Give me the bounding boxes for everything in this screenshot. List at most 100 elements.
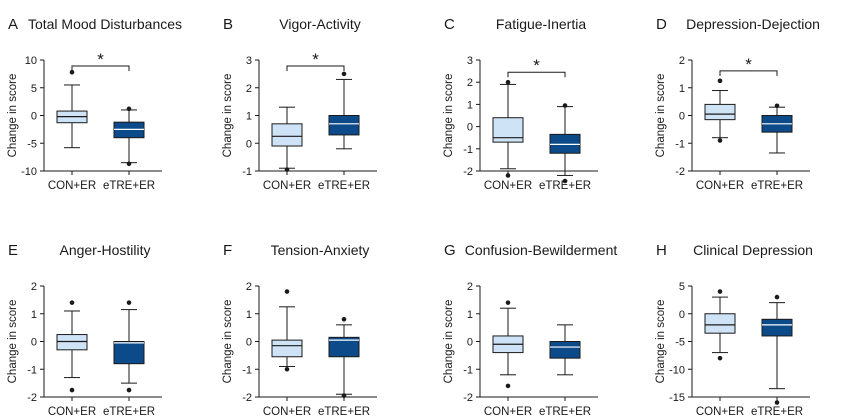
y-tick-label: -2: [27, 392, 37, 404]
y-tick-label: 2: [246, 83, 252, 95]
panel-a: A Total Mood Disturbances Change in score-…: [7, 16, 182, 192]
y-tick-label: 1: [31, 309, 37, 321]
outlier-point: [505, 300, 511, 305]
y-tick-label: -2: [463, 166, 473, 178]
outlier-point: [126, 106, 132, 112]
outlier-point: [562, 178, 568, 184]
y-tick-label: 5: [679, 281, 685, 293]
panel-letter: F: [223, 242, 232, 259]
y-tick-label: 2: [31, 281, 37, 293]
iqr-box: [113, 341, 145, 365]
outlier-point: [126, 161, 132, 167]
outlier-point: [562, 103, 568, 108]
x-tick-label: eTRE+ER: [103, 406, 155, 416]
y-axis-label: Change in score: [7, 300, 19, 384]
y-tick-label: 0: [467, 122, 473, 134]
y-axis-label: Change in score: [655, 300, 667, 384]
iqr-box: [549, 341, 581, 359]
y-axis-label: Change in score: [222, 74, 234, 158]
significance-bracket: [286, 65, 345, 71]
panel-d: D Depression-Dejection Change in score -2 -1…: [655, 16, 820, 192]
y-tick-label: -1: [463, 364, 473, 376]
outlier-point: [284, 366, 290, 372]
panel-title: Depression-Dejection: [686, 16, 820, 32]
x-tick-label: CON+ER: [696, 180, 744, 192]
outlier-point: [69, 69, 75, 75]
box-etre-er: [761, 294, 793, 405]
panel-title: Vigor-Activity: [279, 16, 360, 32]
iqr-box: [761, 318, 793, 337]
panel-letter: G: [444, 242, 456, 259]
y-tick-label: 2: [679, 55, 685, 67]
outlier-point: [69, 387, 75, 393]
iqr-box: [704, 103, 736, 121]
outlier-point: [505, 173, 511, 178]
panel-letter: E: [8, 242, 18, 259]
panel-f: F Tension-Anxiety Change in score -2 -1 0 1 2 CO…: [222, 242, 377, 416]
panel-letter: B: [223, 16, 233, 33]
panel-g: G Confusion-Bewilderment Change in score -2…: [443, 242, 617, 416]
outlier-point: [774, 103, 780, 109]
significance-bracket: [719, 70, 778, 76]
panel-title: Fatigue-Inertia: [496, 16, 586, 32]
outlier-point: [341, 71, 347, 77]
panel-letter: C: [444, 16, 455, 33]
outlier-point: [717, 289, 723, 294]
significance-bracket: [507, 71, 566, 78]
y-tick-label: 0: [246, 337, 252, 349]
outlier-point: [341, 317, 347, 322]
significance-star: *: [97, 50, 104, 69]
panel-title: Tension-Anxiety: [271, 242, 370, 258]
panel-letter: H: [656, 242, 667, 259]
y-tick-label: -1: [242, 364, 252, 376]
x-tick-label: CON+ER: [484, 180, 532, 192]
y-tick-label: 2: [246, 281, 252, 293]
y-tick-label: 1: [246, 111, 252, 123]
box-etre-er: [328, 317, 360, 398]
outlier-point: [284, 167, 290, 172]
x-tick-label: eTRE+ER: [751, 406, 803, 416]
box-etre-er: [328, 71, 360, 150]
panel-title: Anger-Hostility: [59, 242, 150, 258]
y-tick-label: 0: [679, 309, 685, 321]
iqr-box: [271, 339, 303, 358]
box-con-er: [492, 79, 524, 178]
y-tick-label: 2: [467, 77, 473, 89]
y-tick-label: 0: [467, 337, 473, 349]
panel-b: B Vigor-Activity Change in score -1 0 1 2 3 CON+…: [222, 16, 377, 192]
x-tick-label: eTRE+ER: [318, 180, 370, 192]
outlier-point: [126, 387, 132, 393]
y-tick-label: -15: [669, 392, 685, 404]
y-axis-label: Change in score: [7, 74, 19, 158]
significance-star: *: [745, 55, 752, 74]
outlier-point: [774, 294, 780, 300]
y-tick-label: 5: [31, 83, 37, 95]
box-etre-er: [549, 103, 581, 184]
panel-letter: A: [8, 16, 18, 33]
box-con-er: [704, 289, 736, 361]
outlier-point: [505, 383, 511, 389]
box-con-er: [271, 106, 303, 172]
box-etre-er: [113, 300, 145, 393]
y-tick-label: -10: [669, 364, 685, 376]
box-etre-er: [761, 103, 793, 154]
iqr-box: [56, 334, 88, 351]
significance-bracket: [71, 65, 130, 71]
y-tick-label: 0: [679, 111, 685, 123]
y-tick-label: -5: [675, 337, 685, 349]
outlier-point: [284, 289, 290, 294]
x-tick-label: eTRE+ER: [103, 180, 155, 192]
y-axis-label: Change in score: [655, 74, 667, 158]
x-tick-label: CON+ER: [263, 180, 311, 192]
outlier-point: [126, 300, 132, 305]
y-tick-label: -5: [27, 138, 37, 150]
y-tick-label: 1: [679, 83, 685, 95]
outlier-point: [69, 300, 75, 305]
y-tick-label: 1: [467, 309, 473, 321]
outlier-point: [717, 78, 723, 84]
y-tick-label: -2: [242, 392, 252, 404]
outlier-point: [717, 138, 723, 143]
y-axis-label: Change in score: [443, 300, 455, 384]
panel-h: H Clinical Depression Change in score-15 -1…: [655, 242, 813, 416]
